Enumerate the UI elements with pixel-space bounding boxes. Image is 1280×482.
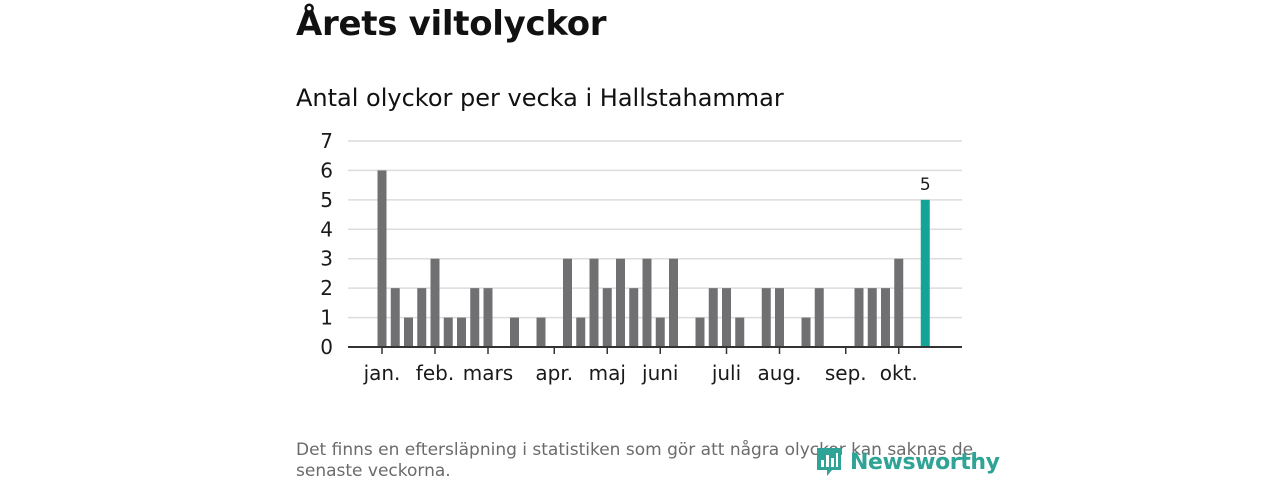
bar [483,288,493,347]
data-label: 5 [920,175,931,195]
bar [377,170,387,347]
y-tick-label: 6 [320,158,333,182]
bar [390,288,400,347]
x-tick-label: feb. [416,361,454,385]
x-axis-ticks: jan. feb. mars apr. maj juni juli aug. sep. okt. [363,347,918,385]
x-tick-label: jan. [363,361,401,385]
bar-chart: 0 1 2 3 4 5 6 7 jan. feb. mars apr. maj juni juli aug.… [320,129,962,385]
newsworthy-logo-icon [817,448,841,476]
x-tick-label: okt. [880,361,918,385]
bar [470,288,480,347]
bar [854,288,864,347]
x-tick-label: maj [589,361,626,385]
newsworthy-logo[interactable]: Newsworthy [814,444,1000,480]
bar [814,288,824,347]
bar [510,317,519,347]
y-tick-label: 0 [320,335,333,359]
x-tick-label: mars [463,361,513,385]
bar [417,288,427,347]
y-tick-label: 3 [320,247,333,271]
y-tick-label: 2 [320,276,333,300]
bar [589,258,599,347]
bar [536,317,546,347]
bar [669,258,678,347]
bar [775,288,784,347]
bar [563,258,572,347]
x-tick-label: aug. [758,361,802,385]
bar [629,288,639,347]
bar [695,317,705,347]
bar [708,288,718,347]
bar [443,317,453,347]
bar [735,317,745,347]
bar [404,317,413,347]
bar [616,258,625,347]
footnote: Det finns en eftersläpning i statistiken… [296,440,974,481]
x-tick-label: juli [711,361,741,385]
bar [867,288,877,347]
highlight-bar [920,199,930,347]
bar [642,258,652,347]
chart-subtitle: Antal olyckor per vecka i Hallstahammar [296,84,784,112]
y-tick-label: 1 [320,306,333,330]
bar [430,258,440,347]
y-tick-label: 7 [320,129,333,153]
data-labels: 5 [920,175,931,195]
bar [881,288,890,347]
x-tick-label: juni [641,361,678,385]
bar [602,288,612,347]
x-tick-label: sep. [825,361,867,385]
bar [801,317,811,347]
y-tick-label: 5 [320,188,333,212]
bar [576,317,586,347]
y-axis-ticks: 0 1 2 3 4 5 6 7 [320,129,333,359]
chart-title: Årets viltolyckor [296,4,607,44]
bar [761,288,771,347]
y-tick-label: 4 [320,217,333,241]
bar [457,317,466,347]
bar [722,288,731,347]
x-tick-label: apr. [535,361,573,385]
bars [377,170,930,347]
bar [655,317,665,347]
bar [894,258,904,347]
brand-name: Newsworthy [850,449,1000,475]
